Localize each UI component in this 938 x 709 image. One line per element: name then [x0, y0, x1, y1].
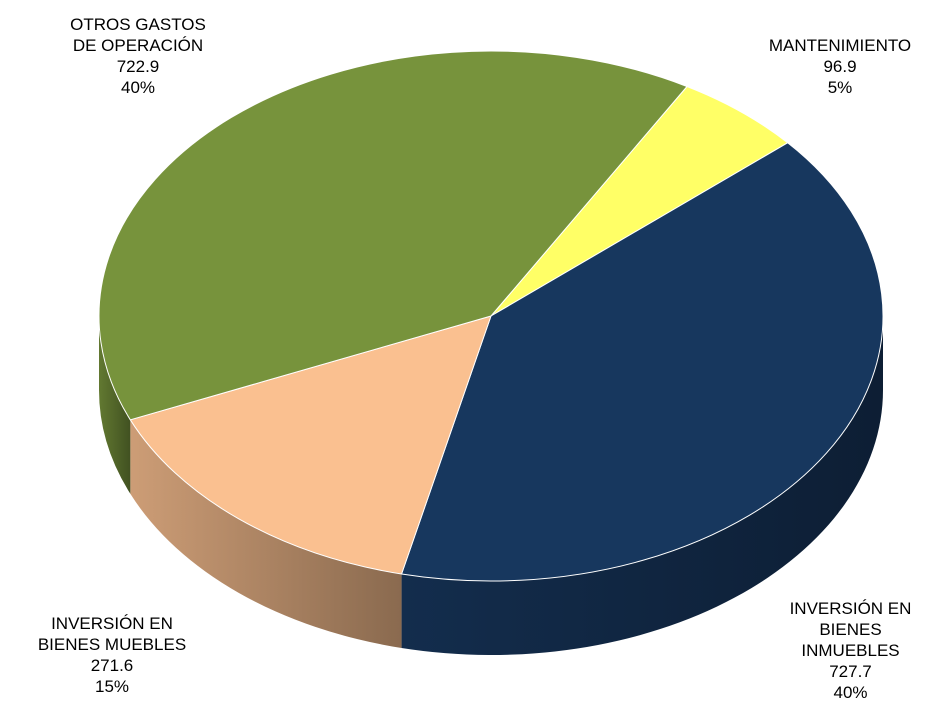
pie-slice-side-1	[401, 316, 883, 656]
label-bienes-muebles-line1: INVERSIÓN EN	[51, 614, 173, 633]
label-mantenimiento-value: 96.9	[823, 57, 857, 76]
label-bienes-inmuebles: INVERSIÓN EN BIENES INMUEBLES 727.7 40%	[763, 598, 938, 703]
label-bienes-inmuebles-line3: INMUEBLES	[801, 641, 900, 660]
label-bienes-muebles-percent: 15%	[94, 677, 130, 696]
label-mantenimiento: MANTENIMIENTO 96.9 5%	[745, 35, 935, 98]
label-bienes-muebles-line2: BIENES MUEBLES	[37, 635, 187, 654]
label-mantenimiento-percent: 5%	[827, 78, 853, 97]
label-otros-gastos-line1: OTROS GASTOS	[70, 15, 206, 34]
label-bienes-inmuebles-percent: 40%	[833, 683, 868, 702]
pie-slice-side-2	[130, 419, 402, 649]
label-bienes-muebles-value: 271.6	[90, 656, 134, 675]
pie-slice-side-3	[99, 316, 131, 494]
pie-slice-1	[401, 142, 884, 582]
label-bienes-inmuebles-value: 727.7	[829, 662, 872, 681]
label-otros-gastos-line2: DE OPERACIÓN	[72, 36, 204, 55]
pie-slice-3	[98, 50, 688, 421]
label-bienes-inmuebles-line2: BIENES	[819, 620, 882, 639]
label-otros-gastos-value: 722.9	[116, 57, 160, 76]
label-otros-gastos-percent: 40%	[120, 78, 156, 97]
label-otros-gastos: OTROS GASTOS DE OPERACIÓN 722.9 40%	[38, 14, 238, 98]
label-bienes-inmuebles-line1: INVERSIÓN EN	[789, 599, 912, 618]
label-mantenimiento-name: MANTENIMIENTO	[768, 36, 912, 55]
label-bienes-muebles: INVERSIÓN EN BIENES MUEBLES 271.6 15%	[0, 613, 224, 697]
pie-slice-2	[129, 315, 492, 575]
